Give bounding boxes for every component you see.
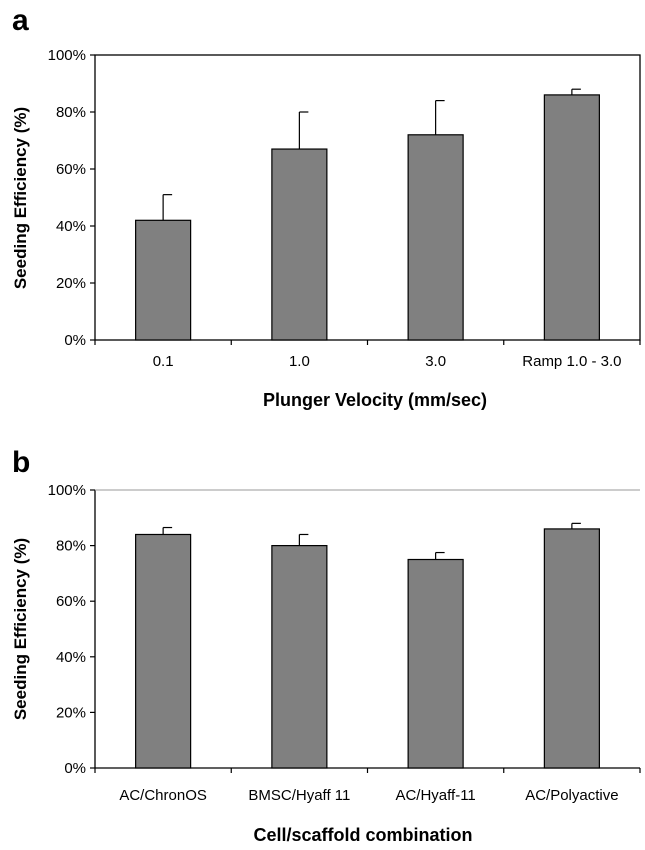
bar — [271, 544, 328, 769]
x-category-label: AC/Hyaff-11 — [395, 787, 475, 804]
y-axis-label-a: Seeding Efficiency (%) — [11, 107, 30, 289]
panel-a: a Seeding Efficiency (%) Plunger Velocit… — [11, 4, 641, 410]
x-category-label: AC/ChronOS — [119, 787, 207, 804]
x-category-label: AC/Polyactive — [525, 787, 618, 804]
panel-letter-a: a — [12, 4, 29, 37]
y-tick-label: 20% — [56, 704, 86, 721]
x-axis-label-b: Cell/scaffold combination — [253, 825, 472, 845]
bar — [543, 528, 600, 769]
x-category-label: Ramp 1.0 - 3.0 — [522, 353, 621, 370]
y-tick-label: 60% — [56, 593, 86, 610]
panel-b: b Seeding Efficiency (%) Cell/scaffold c… — [11, 446, 641, 845]
bar — [407, 558, 464, 769]
y-tick-label: 40% — [56, 649, 86, 666]
bar — [271, 148, 328, 341]
y-tick-label: 80% — [56, 104, 86, 121]
x-category-label: 3.0 — [425, 353, 446, 370]
bar — [135, 219, 192, 341]
y-tick-label: 100% — [48, 47, 86, 64]
y-axis-label-b: Seeding Efficiency (%) — [11, 538, 30, 720]
bar — [407, 134, 464, 341]
panel-letter-b: b — [12, 446, 30, 479]
y-tick-label: 100% — [48, 482, 86, 499]
bar — [543, 94, 600, 341]
y-tick-label: 0% — [64, 760, 86, 777]
y-tick-label: 80% — [56, 538, 86, 555]
y-tick-label: 0% — [64, 332, 86, 349]
x-category-label: BMSC/Hyaff 11 — [248, 787, 350, 804]
bar — [135, 533, 192, 769]
x-category-label: 1.0 — [289, 353, 310, 370]
y-tick-label: 40% — [56, 218, 86, 235]
x-category-label: 0.1 — [153, 353, 174, 370]
marks-b: 0% 20% 40% 60% 80% 100% AC/ChronOS BMSC/Hyaff 1… — [48, 482, 641, 804]
x-axis-label-a: Plunger Velocity (mm/sec) — [263, 390, 487, 410]
marks-a: 0% 20% 40% 60% 80% 100% 0.1 1.0 3.0 Ramp 1.0 - 3.… — [48, 47, 641, 370]
y-tick-label: 60% — [56, 161, 86, 178]
y-tick-label: 20% — [56, 275, 86, 292]
